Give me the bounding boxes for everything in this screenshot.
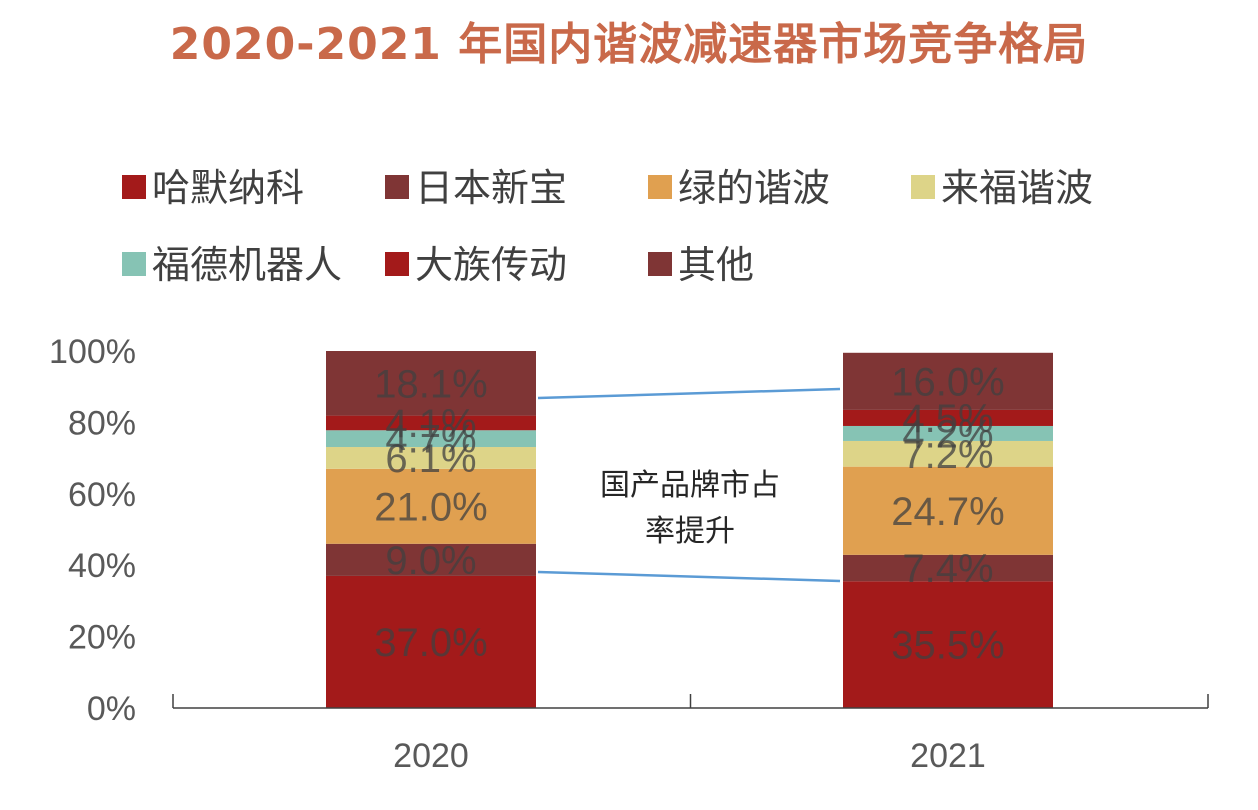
legend-swatch	[385, 252, 409, 276]
legend-swatch	[122, 252, 146, 276]
data-label: 35.5%	[891, 624, 1004, 668]
data-label: 7.4%	[902, 547, 993, 591]
y-tick-label: 20%	[68, 619, 136, 657]
data-label: 4.2%	[902, 412, 993, 456]
legend-label: 绿的谐波	[678, 166, 830, 210]
data-label: 24.7%	[891, 490, 1004, 534]
bar-segment	[326, 415, 536, 431]
bar-segment	[326, 575, 536, 708]
bar-segment	[843, 581, 1053, 708]
bar-segment	[843, 409, 1053, 426]
data-label: 4.5%	[902, 397, 993, 441]
y-tick-label: 100%	[49, 333, 136, 371]
legend-label: 其他	[678, 243, 754, 287]
annotation-text: 国产品牌市占	[600, 468, 780, 503]
bar-segment	[326, 447, 536, 469]
bar-segment	[843, 352, 1053, 410]
legend-label: 日本新宝	[415, 166, 567, 210]
annotation-text: 率提升	[645, 514, 735, 549]
connector-line-top	[537, 387, 841, 400]
data-label: 4.7%	[385, 418, 476, 462]
bar-segment	[843, 425, 1053, 441]
data-label: 4.1%	[385, 402, 476, 446]
bar-segment	[843, 554, 1053, 582]
legend-label: 福德机器人	[152, 243, 342, 287]
data-label: 18.1%	[374, 362, 487, 406]
data-label: 16.0%	[891, 360, 1004, 404]
y-tick-label: 80%	[68, 404, 136, 442]
bar-segment	[843, 466, 1053, 555]
x-tick-label: 2020	[393, 737, 469, 775]
legend-swatch	[911, 175, 935, 199]
legend-swatch	[648, 175, 672, 199]
y-tick-label: 60%	[68, 476, 136, 514]
bar-segment	[326, 351, 536, 416]
legend-label: 哈默纳科	[152, 166, 304, 210]
y-tick-label: 40%	[68, 547, 136, 585]
data-label: 9.0%	[385, 539, 476, 583]
connector-line-bottom	[537, 570, 841, 583]
data-label: 6.1%	[385, 437, 476, 481]
data-label: 37.0%	[374, 621, 487, 665]
legend-label: 来福谐波	[941, 166, 1093, 210]
bar-segment	[326, 543, 536, 576]
data-label: 21.0%	[374, 485, 487, 529]
y-tick-label: 0%	[87, 690, 136, 728]
legend-swatch	[648, 252, 672, 276]
bar-segment	[326, 430, 536, 448]
legend-swatch	[385, 175, 409, 199]
legend-label: 大族传动	[415, 243, 567, 287]
data-label: 7.2%	[902, 433, 993, 477]
x-tick-label: 2021	[910, 737, 986, 775]
chart-title: 2020-2021 年国内谐波减速器市场竞争格局	[169, 19, 1089, 70]
legend-swatch	[122, 175, 146, 199]
bar-segment	[843, 440, 1053, 467]
bar-segment	[326, 468, 536, 544]
